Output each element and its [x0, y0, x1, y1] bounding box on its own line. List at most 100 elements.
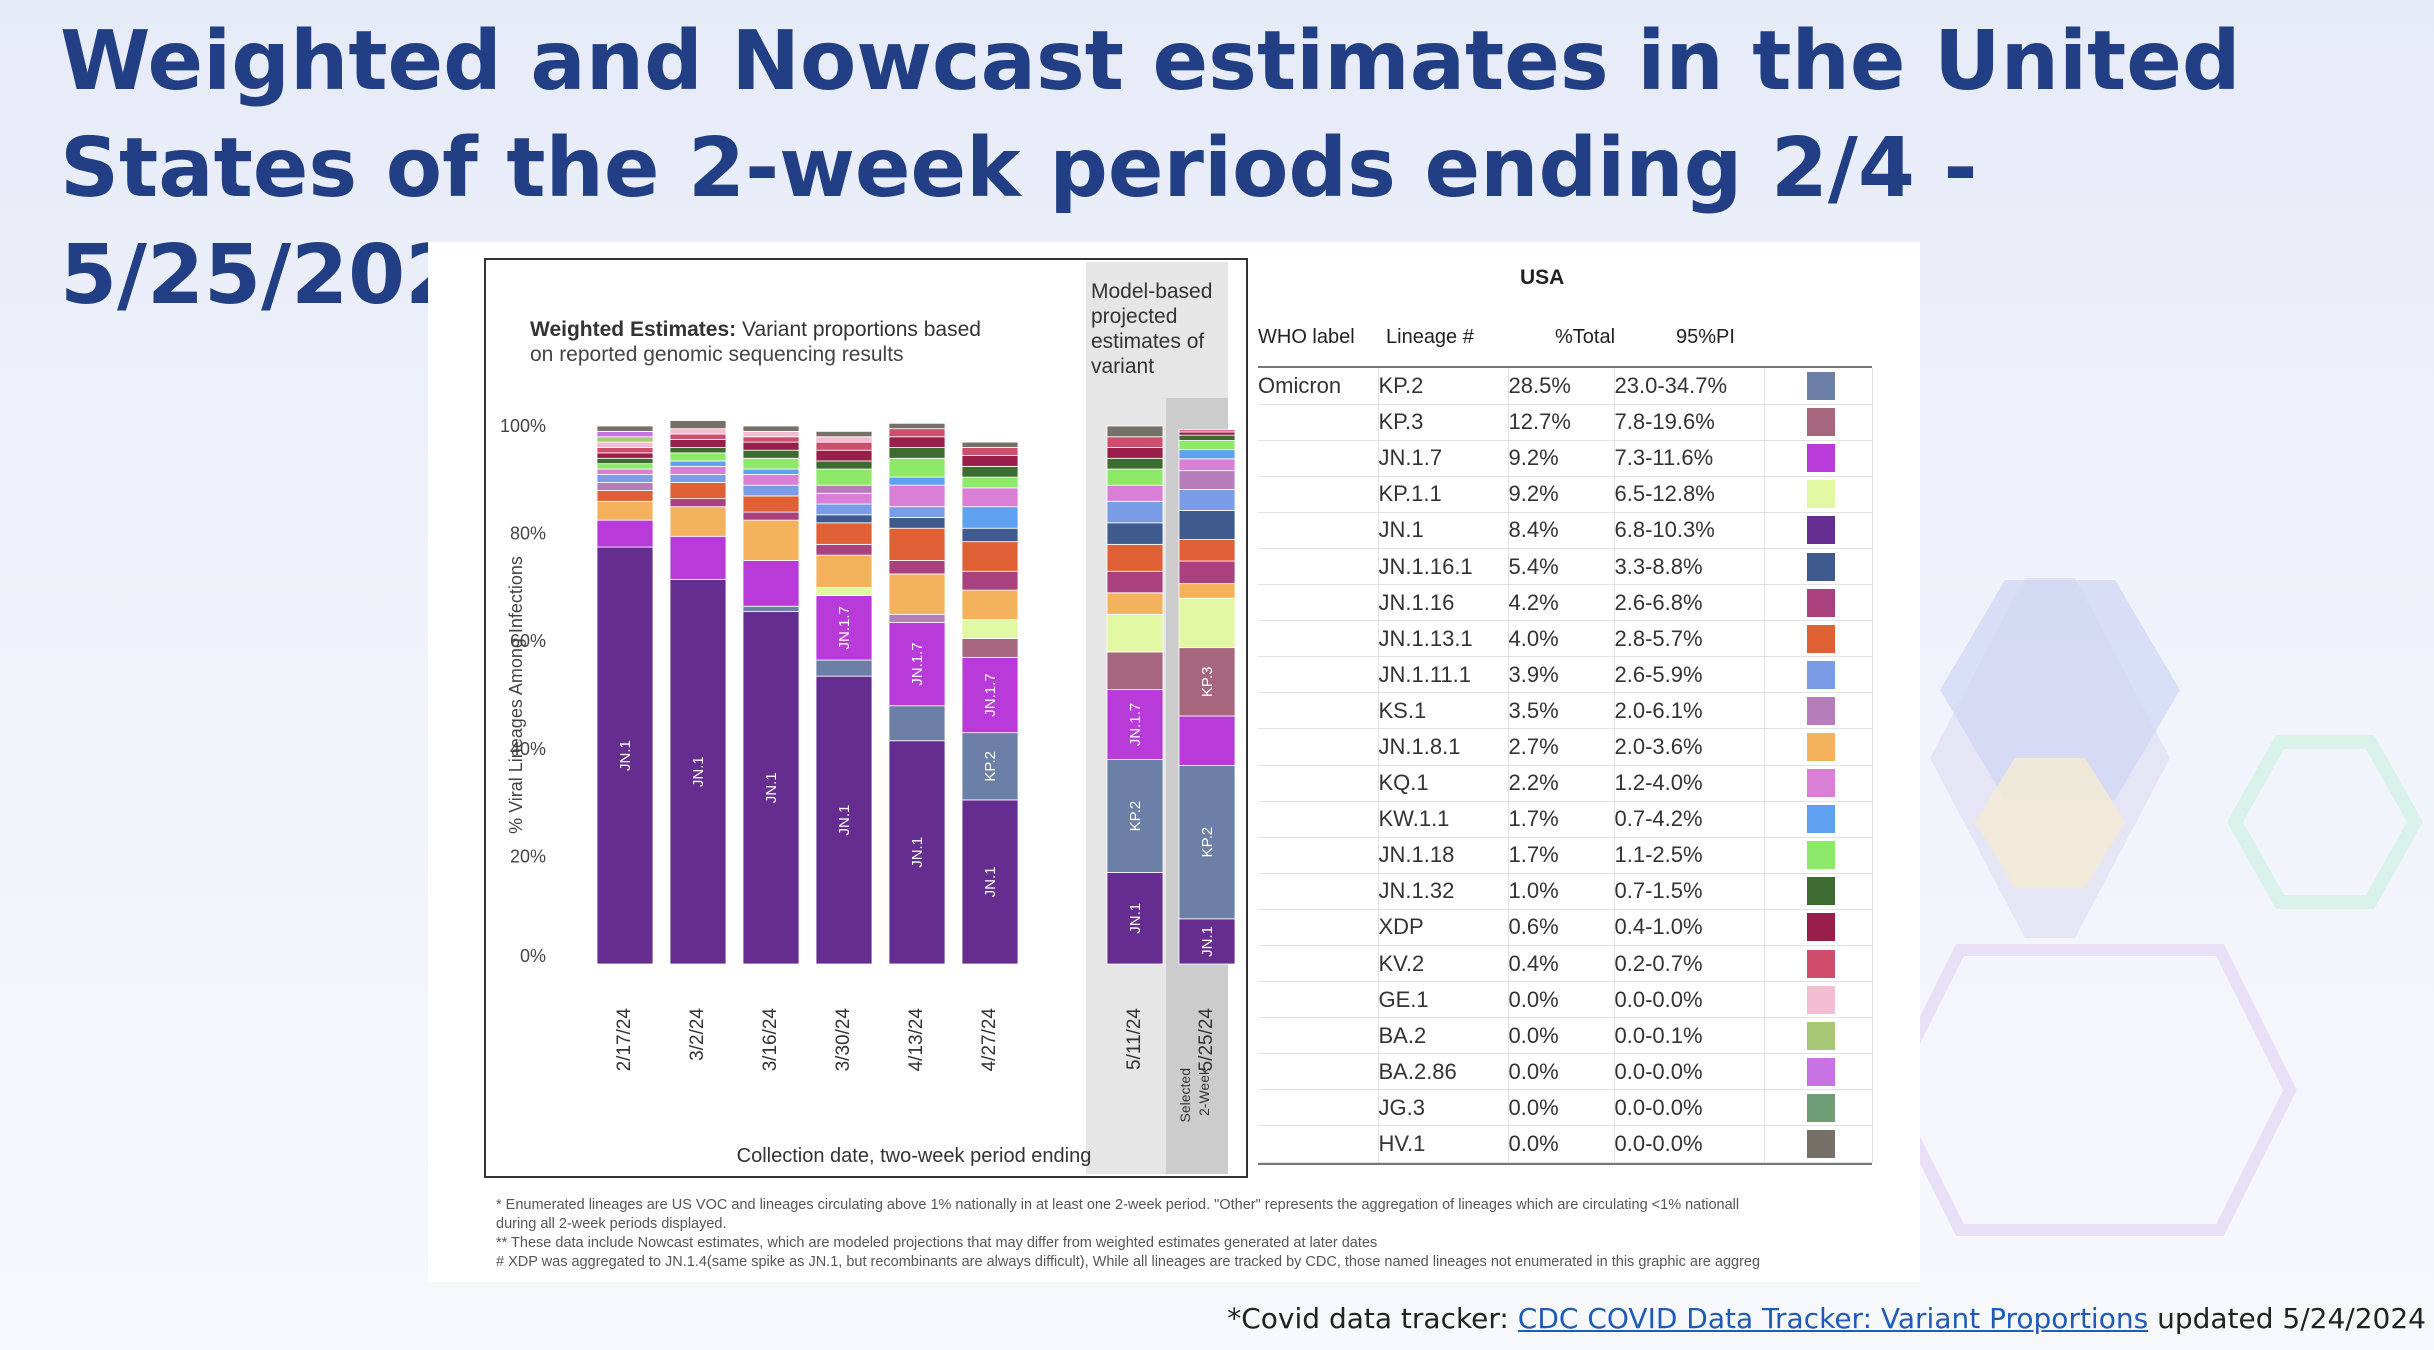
color-swatch — [1806, 696, 1835, 725]
bar-segment — [815, 492, 873, 505]
cell-pi: 2.0-6.1% — [1614, 692, 1765, 730]
cell-pi: 2.6-5.9% — [1614, 656, 1765, 694]
cell-pi: 6.8-10.3% — [1614, 512, 1765, 549]
cell-total: 0.0% — [1508, 981, 1615, 1019]
cell-total: 2.2% — [1508, 765, 1615, 802]
segment-label: KP.3 — [1199, 667, 1216, 698]
bar-segment — [888, 573, 946, 615]
color-swatch — [1806, 1057, 1835, 1086]
bar-segment — [961, 799, 1019, 965]
bar-segment — [742, 511, 800, 521]
color-swatch — [1806, 949, 1835, 978]
bar-segment — [1106, 872, 1164, 965]
bar-segment — [1106, 689, 1164, 760]
y-tick-label: 0% — [520, 946, 546, 966]
cell-lineage: XDP — [1378, 909, 1509, 947]
x-tick-label: 3/30/24 — [833, 1008, 854, 1072]
color-swatch — [1806, 1021, 1835, 1050]
cell-lineage: JN.1.32 — [1378, 873, 1509, 910]
bar-segment — [1106, 543, 1164, 572]
source-suffix: updated 5/24/2024 — [2148, 1302, 2426, 1335]
cell-pi: 0.0-0.0% — [1614, 981, 1765, 1019]
table-row: KW.1.1 1.7% 0.7-4.2% — [1258, 801, 1873, 838]
bar-segment — [596, 441, 654, 448]
cell-who — [1258, 981, 1379, 1019]
table-row: KQ.1 2.2% 1.2-4.0% — [1258, 765, 1873, 802]
footnote-4: # XDP was aggregated to JN.1.4(same spik… — [496, 1254, 1761, 1270]
bar-segment — [596, 425, 654, 432]
bar-segment — [1106, 613, 1164, 653]
bar-segment — [1106, 651, 1164, 691]
bar-segment — [742, 430, 800, 438]
bar-segment — [1178, 583, 1236, 599]
x-tick-label: 5/25/24 — [1196, 1008, 1217, 1072]
source-link[interactable]: CDC COVID Data Tracker: Variant Proporti… — [1517, 1302, 2149, 1335]
color-swatch — [1806, 552, 1835, 581]
selected-week-label: Selected — [1177, 1068, 1193, 1122]
bar-segment — [888, 560, 946, 575]
source-note: *Covid data tracker: CDC COVID Data Trac… — [1227, 1302, 2426, 1335]
segment-label: JN.1.7 — [836, 606, 853, 649]
cell-swatch — [1764, 692, 1873, 730]
cell-total: 9.2% — [1508, 476, 1615, 513]
cell-lineage: KP.1.1 — [1378, 476, 1509, 513]
cell-who — [1258, 692, 1379, 730]
cell-who — [1258, 873, 1379, 910]
cell-total: 9.2% — [1508, 440, 1615, 477]
bar-segment — [888, 457, 946, 478]
color-swatch — [1806, 913, 1835, 942]
cell-pi: 3.3-8.8% — [1614, 548, 1765, 586]
bar-segment — [815, 449, 873, 462]
cell-swatch — [1764, 1089, 1873, 1127]
table-row: HV.1 0.0% 0.0-0.0% — [1258, 1125, 1873, 1163]
y-tick-label: 100% — [500, 416, 546, 436]
y-tick-label: 40% — [510, 739, 546, 759]
cell-lineage: KP.2 — [1378, 368, 1509, 405]
color-swatch — [1806, 985, 1835, 1014]
cell-who — [1258, 909, 1379, 947]
cell-pi: 7.3-11.6% — [1614, 440, 1765, 477]
bar-segment — [669, 578, 727, 965]
bar-segment — [1106, 457, 1164, 470]
segment-label: KP.2 — [982, 751, 999, 782]
color-swatch — [1806, 408, 1835, 437]
segment-label: JN.1.7 — [909, 642, 926, 685]
cell-total: 12.7% — [1508, 404, 1615, 441]
cell-total: 4.0% — [1508, 620, 1615, 658]
cell-lineage: JN.1.16 — [1378, 584, 1509, 622]
cell-who — [1258, 476, 1379, 513]
bar-segment — [1106, 570, 1164, 594]
segment-label: JN.1.7 — [1127, 703, 1144, 746]
bar-segment — [961, 656, 1019, 734]
color-swatch — [1806, 841, 1835, 870]
cell-lineage: JN.1.13.1 — [1378, 620, 1509, 658]
x-tick-label: 4/13/24 — [906, 1008, 927, 1072]
bar-segment — [815, 460, 873, 470]
x-tick-label: 3/16/24 — [760, 1008, 781, 1072]
cell-pi: 2.8-5.7% — [1614, 620, 1765, 658]
cell-pi: 0.7-1.5% — [1614, 873, 1765, 910]
header-who: WHO label — [1258, 326, 1355, 348]
cell-lineage: JN.1.11.1 — [1378, 656, 1509, 694]
color-swatch — [1806, 1093, 1835, 1122]
cell-swatch — [1764, 584, 1873, 622]
bar-segment — [596, 546, 654, 965]
segment-label: JN.1 — [617, 740, 634, 771]
cell-swatch — [1764, 945, 1873, 983]
table-row: JN.1.13.1 4.0% 2.8-5.7% — [1258, 620, 1873, 658]
bar-segment — [1106, 759, 1164, 873]
bar-segment — [815, 675, 873, 965]
x-axis-label: Collection date, two-week period ending — [737, 1145, 1092, 1167]
bar-segment — [596, 490, 654, 502]
table-row: JG.3 0.0% 0.0-0.0% — [1258, 1089, 1873, 1127]
variant-table: Omicron KP.2 28.5% 23.0-34.7% KP.3 12.7% 7.8-1… — [1258, 368, 1873, 1163]
bar-segment — [669, 452, 727, 462]
cell-pi: 1.1-2.5% — [1614, 837, 1765, 874]
cell-swatch — [1764, 404, 1873, 441]
cell-who — [1258, 1053, 1379, 1091]
x-tick-label: 5/11/24 — [1124, 1008, 1145, 1070]
bar-segment — [669, 482, 727, 500]
cell-pi: 2.0-3.6% — [1614, 728, 1765, 766]
bar-segment — [1178, 510, 1236, 540]
table-row: JN.1.11.1 3.9% 2.6-5.9% — [1258, 656, 1873, 694]
